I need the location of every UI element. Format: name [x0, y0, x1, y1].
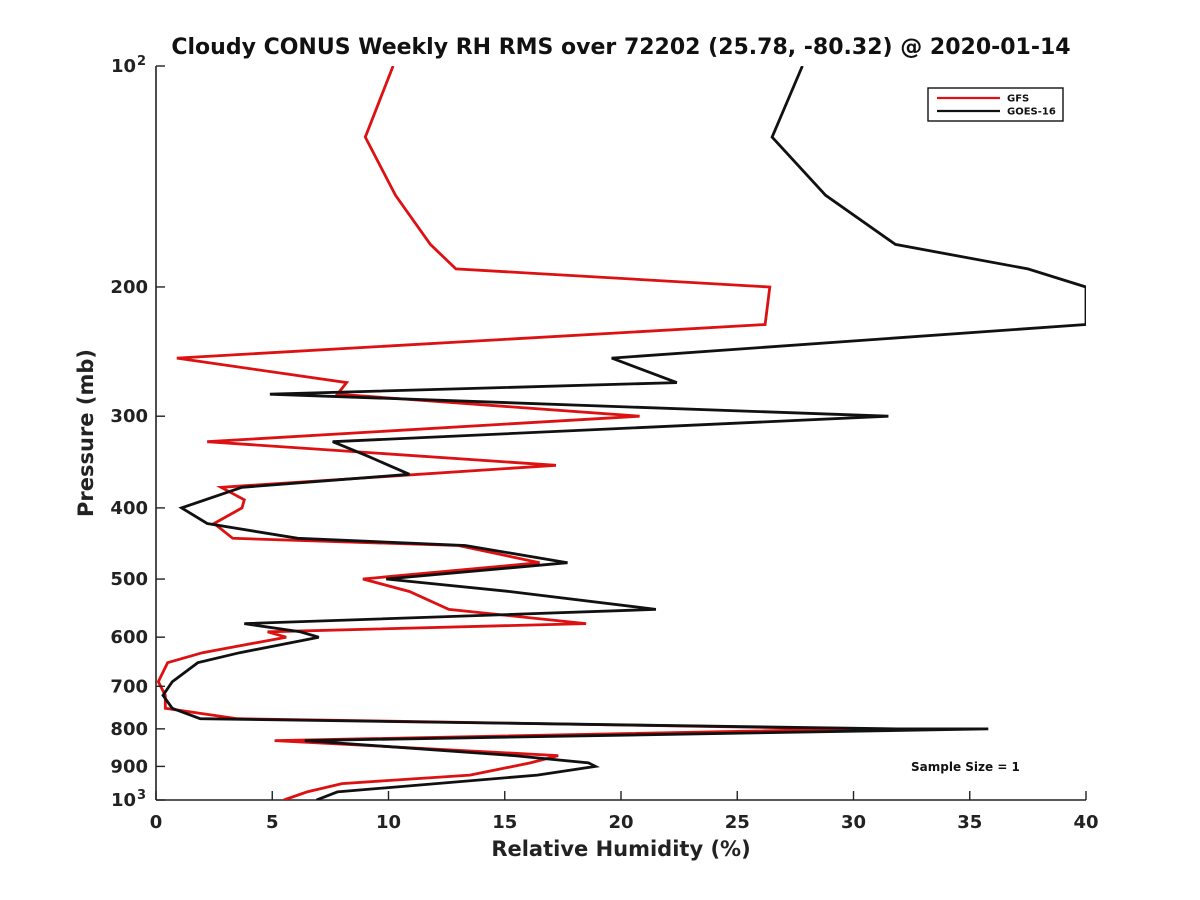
y-axis-label: Pressure (mb): [74, 349, 98, 517]
y-tick-label-exponent: 2: [137, 54, 146, 69]
x-axis-label: Relative Humidity (%): [491, 837, 750, 861]
chart-title: Cloudy CONUS Weekly RH RMS over 72202 (2…: [171, 35, 1070, 60]
y-tick-label: 10: [111, 56, 136, 77]
x-tick-label: 10: [376, 812, 401, 833]
x-axis: 0 5 10 15 20 25 30 35 40: [150, 791, 1099, 833]
plot-area: [155, 66, 1086, 801]
series-layer: [156, 66, 1086, 800]
y-tick-label: 300: [110, 406, 148, 427]
y-tick-label: 900: [110, 756, 148, 777]
x-tick-label: 30: [841, 812, 866, 833]
legend-box: [927, 87, 1064, 122]
x-tick-label: 40: [1073, 812, 1098, 833]
x-tick-label: 0: [150, 812, 163, 833]
y-tick-label: 500: [110, 569, 148, 590]
y-tick-label: 600: [110, 627, 148, 648]
x-tick-label: 25: [725, 812, 750, 833]
x-tick-label: 35: [957, 812, 982, 833]
x-tick-label: 20: [608, 812, 633, 833]
y-tick-label: 200: [110, 277, 148, 298]
sample-size-annotation: Sample Size = 1: [911, 760, 1020, 774]
y-tick-label-exponent: 3: [137, 788, 146, 803]
legend: GFS GOES-16: [927, 87, 1064, 122]
y-tick-label: 800: [110, 719, 148, 740]
legend-label-gfs: GFS: [1007, 94, 1029, 105]
y-tick-label: 400: [110, 498, 148, 519]
x-tick-label: 15: [492, 812, 517, 833]
series-line-goes16: [161, 66, 1086, 800]
x-tick-label: 5: [266, 812, 279, 833]
y-tick-label: 10: [111, 790, 136, 811]
legend-label-goes16: GOES-16: [1007, 107, 1056, 118]
y-tick-label: 700: [110, 676, 148, 697]
